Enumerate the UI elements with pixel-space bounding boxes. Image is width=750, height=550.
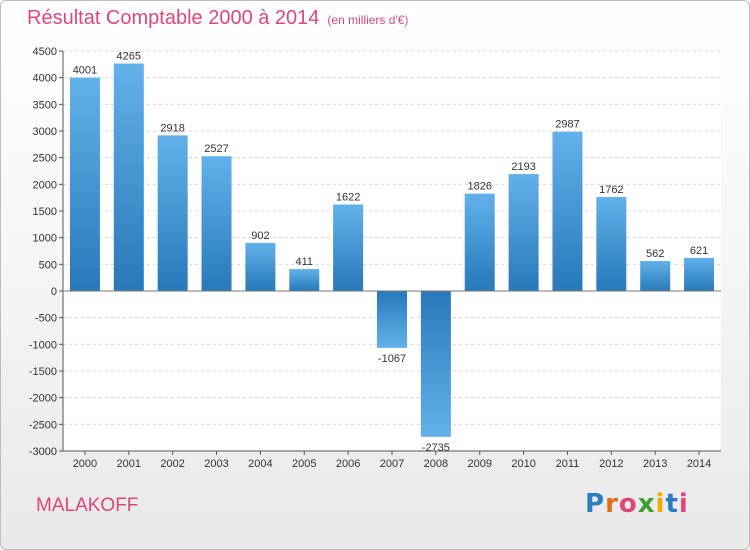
y-tick-label: 4000	[33, 73, 57, 85]
x-tick-label: 2004	[248, 458, 272, 470]
data-label: 1622	[336, 191, 360, 203]
x-tick-label: 2001	[117, 458, 141, 470]
y-tick-label: -500	[35, 313, 57, 325]
bar	[464, 193, 495, 291]
x-tick-label: 2008	[424, 458, 448, 470]
y-tick-label: -2000	[29, 393, 57, 405]
y-tick-label: 1500	[33, 206, 57, 218]
data-label: 2987	[555, 119, 579, 131]
y-tick-label: -2500	[29, 419, 57, 431]
data-label: 1762	[599, 184, 623, 196]
y-tick-label: 2000	[33, 179, 57, 191]
bar	[420, 291, 451, 437]
bar	[377, 291, 407, 348]
chart-title-group: Résultat Comptable 2000 à 2014 (en millie…	[27, 7, 408, 30]
data-label: 1826	[467, 181, 491, 193]
x-tick-label: 2002	[160, 458, 184, 470]
bar	[333, 204, 364, 291]
bar	[684, 257, 715, 291]
x-tick-label: 2011	[556, 458, 580, 470]
y-tick-label: 500	[39, 259, 57, 271]
logo-letter: t	[665, 489, 679, 519]
data-label: 411	[295, 256, 313, 268]
y-tick-label: -1500	[29, 366, 57, 378]
data-label: 2193	[511, 161, 535, 173]
y-tick-label: 2500	[33, 153, 57, 165]
bar	[508, 174, 539, 291]
data-label: 562	[646, 248, 664, 260]
data-label: 2527	[204, 143, 228, 155]
chart-subtitle: (en milliers d'€)	[327, 13, 409, 27]
x-tick-label: 2006	[336, 458, 360, 470]
logo-letter: P	[585, 489, 606, 519]
bar	[289, 269, 320, 291]
y-tick-label: 4500	[33, 46, 57, 58]
bar	[596, 197, 627, 291]
y-tick-label: 0	[51, 286, 57, 298]
x-tick-label: 2012	[599, 458, 623, 470]
commune-name: MALAKOFF	[36, 495, 139, 516]
bar	[245, 242, 276, 291]
logo-letter: r	[605, 489, 619, 519]
data-label: 4265	[117, 51, 141, 63]
logo-letter: i	[655, 489, 666, 519]
x-tick-label: 2013	[643, 458, 667, 470]
bar	[201, 156, 232, 291]
bar	[552, 131, 583, 291]
bar	[113, 63, 144, 292]
y-tick-label: -1000	[29, 339, 57, 351]
y-tick-label: 1000	[33, 233, 57, 245]
data-label: -2735	[422, 442, 450, 454]
y-tick-label: 3500	[33, 99, 57, 111]
x-tick-label: 2000	[73, 458, 97, 470]
logo-letter: o	[618, 489, 638, 519]
x-tick-label: 2014	[687, 458, 711, 470]
data-label: 2918	[160, 122, 184, 134]
data-label: 4001	[73, 65, 97, 77]
y-tick-label: -3000	[29, 446, 57, 458]
chart-title: Résultat Comptable 2000 à 2014	[27, 7, 320, 29]
logo-letter: i	[678, 489, 689, 519]
bar	[69, 77, 100, 291]
x-tick-label: 2010	[511, 458, 535, 470]
bar	[157, 135, 188, 291]
x-tick-label: 2005	[292, 458, 316, 470]
logo-letter: x	[637, 489, 656, 519]
bar	[640, 261, 671, 291]
data-label: 621	[690, 245, 708, 257]
data-label: 902	[251, 230, 269, 242]
x-tick-label: 2003	[204, 458, 228, 470]
data-label: -1067	[378, 353, 406, 365]
y-tick-label: 3000	[33, 126, 57, 138]
x-tick-label: 2007	[380, 458, 404, 470]
x-tick-label: 2009	[467, 458, 491, 470]
proxiti-logo: Proxiti	[585, 489, 689, 519]
